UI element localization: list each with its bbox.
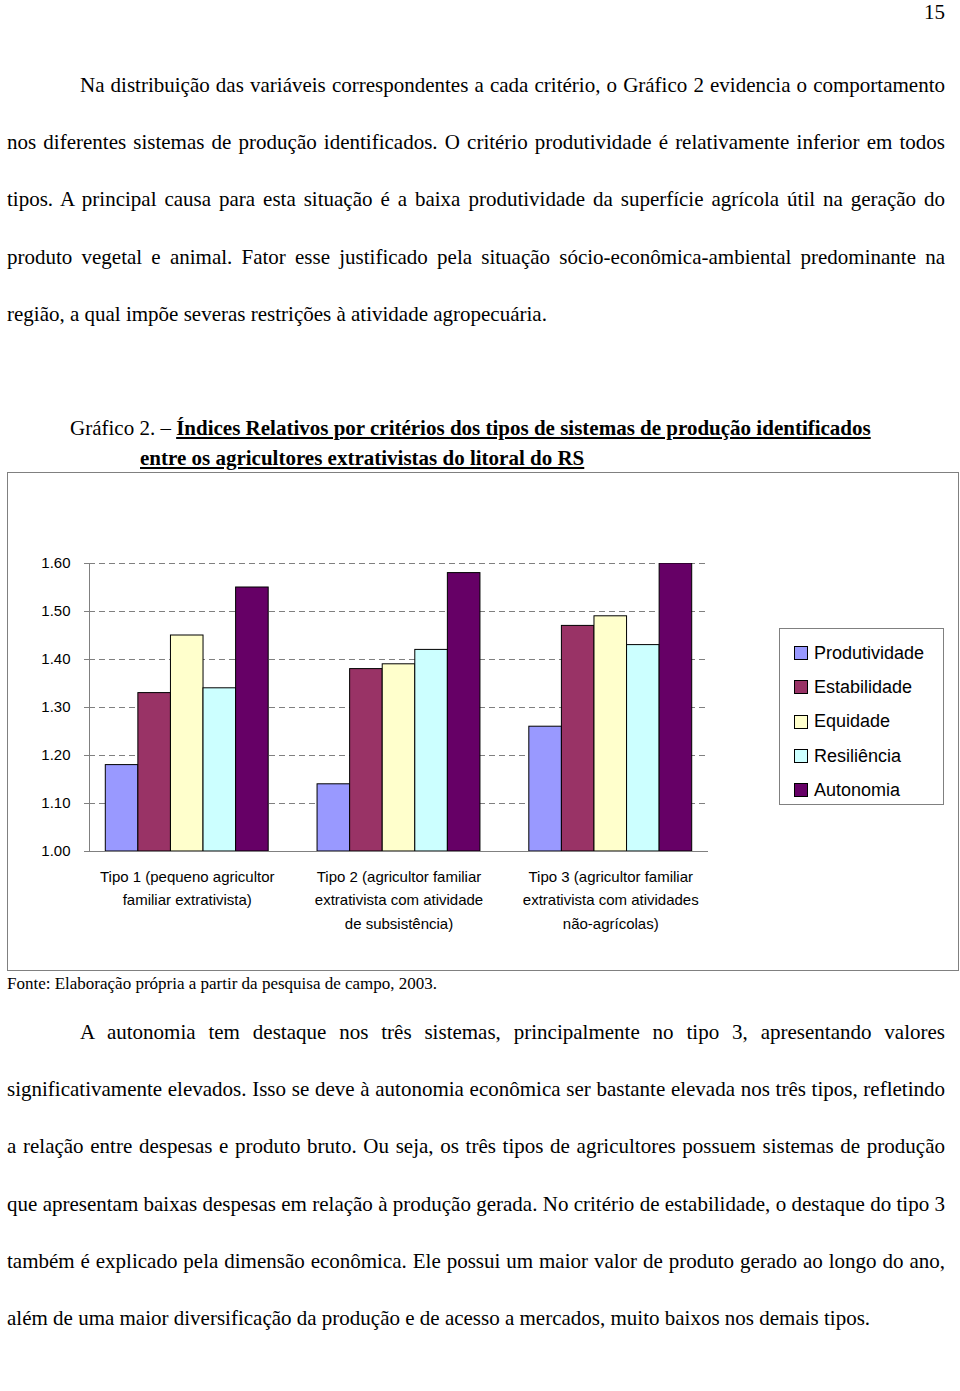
- html-text:Produtividade: Produtividade: [814, 642, 925, 663]
- html-text:Fonte: Elaboração própria a pa: Fonte: Elaboração própria a partir da pe…: [7, 974, 437, 993]
- html-text:A autonomia tem destaque nos t: A autonomia tem destaque nos três sistem…: [7, 1020, 945, 1330]
- html-text:Equidade: Equidade: [814, 711, 891, 732]
- svg-text:1.00: 1.00: [41, 842, 70, 859]
- svg-text:Tipo 1 (pequeno agricultorfami: Tipo 1 (pequeno agricultorfamiliar extra…: [100, 868, 275, 908]
- html-text:Autonomia: Autonomia: [814, 779, 901, 800]
- svg-text:Tipo 2 (agricultor familiarext: Tipo 2 (agricultor familiarextrativista …: [315, 868, 483, 932]
- svg-text:1.60: 1.60: [41, 554, 70, 571]
- svg-text:Tipo 3 (agricultor familiarext: Tipo 3 (agricultor familiarextrativista …: [523, 868, 699, 932]
- html-text:Gráfico 2. – Índices Relativos: Gráfico 2. – Índices Relativos por crité…: [70, 416, 871, 470]
- html-text:Estabilidade: Estabilidade: [814, 676, 913, 697]
- svg-text:1.40: 1.40: [41, 650, 70, 667]
- svg-text:1.20: 1.20: [41, 746, 70, 763]
- svg-text:1.50: 1.50: [41, 602, 70, 619]
- svg-text:1.30: 1.30: [41, 698, 70, 715]
- html-text:Resiliência: Resiliência: [814, 745, 901, 766]
- html-text:Na distribuição das variáveis: Na distribuição das variáveis correspond…: [7, 73, 945, 326]
- html-text:15: 15: [924, 0, 945, 24]
- svg-text:1.10: 1.10: [41, 794, 70, 811]
